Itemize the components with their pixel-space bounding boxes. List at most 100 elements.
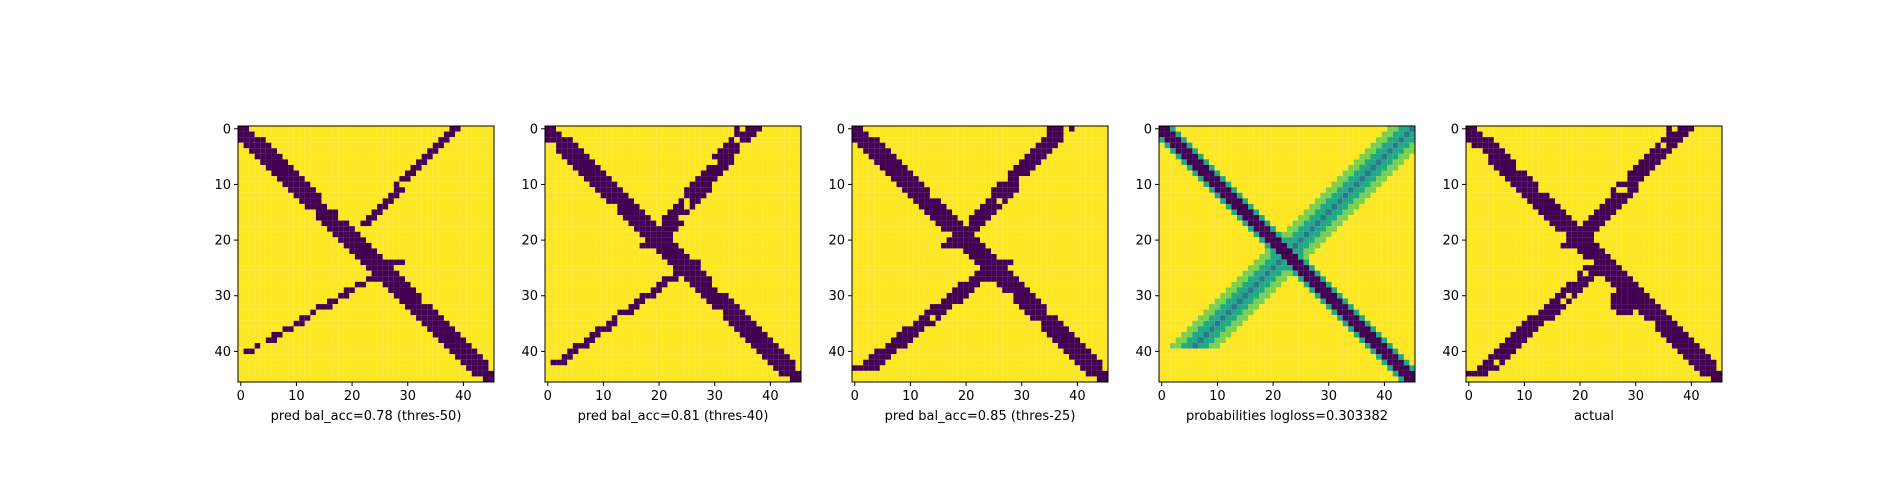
heatmap-cell [640, 215, 646, 221]
heatmap-cell [656, 371, 662, 377]
heatmap-cell [779, 321, 785, 327]
heatmap-cell [617, 287, 623, 293]
heatmap-cell [483, 376, 489, 382]
heatmap-cell [1080, 187, 1086, 193]
heatmap-cell [238, 215, 244, 221]
heatmap-cell [768, 209, 774, 215]
heatmap-cell [394, 315, 400, 321]
heatmap-cell [656, 376, 662, 382]
heatmap-cell [1030, 193, 1036, 199]
heatmap-cell [941, 204, 947, 210]
heatmap-cell [941, 165, 947, 171]
heatmap-cell [327, 282, 333, 288]
heatmap-cell [488, 143, 494, 149]
heatmap-cell [751, 254, 757, 260]
heatmap-cell [751, 349, 757, 355]
heatmap-cell [723, 293, 729, 299]
heatmap-cell [455, 299, 461, 305]
heatmap-cell [427, 349, 433, 355]
heatmap-cell [372, 215, 378, 221]
heatmap-cell [718, 310, 724, 316]
heatmap-cell [416, 154, 422, 160]
heatmap-cell [455, 254, 461, 260]
heatmap-cell [695, 376, 701, 382]
heatmap-cell [305, 126, 311, 132]
heatmap-cell [327, 349, 333, 355]
heatmap-cell [394, 176, 400, 182]
heatmap-cell [305, 137, 311, 143]
heatmap-cell [399, 137, 405, 143]
heatmap-cell [427, 360, 433, 366]
heatmap-cell [383, 349, 389, 355]
heatmap-cell [562, 187, 568, 193]
heatmap-cell [963, 148, 969, 154]
heatmap-cell [595, 165, 601, 171]
heatmap-cell [601, 304, 607, 310]
heatmap-cell [584, 215, 590, 221]
heatmap-cell [1080, 148, 1086, 154]
heatmap-cell [477, 198, 483, 204]
heatmap-cell [573, 237, 579, 243]
heatmap-cell [455, 182, 461, 188]
heatmap-cell [360, 293, 366, 299]
heatmap-cell [885, 204, 891, 210]
heatmap-cell [551, 326, 557, 332]
heatmap-cell [578, 276, 584, 282]
heatmap-cell [249, 182, 255, 188]
heatmap-cell [1069, 187, 1075, 193]
heatmap-cell [718, 315, 724, 321]
heatmap-cell [640, 337, 646, 343]
heatmap-cell [360, 243, 366, 249]
heatmap-cell [567, 371, 573, 377]
heatmap-cell [283, 248, 289, 254]
heatmap-cell [740, 148, 746, 154]
heatmap-cell [260, 315, 266, 321]
heatmap-cell [729, 221, 735, 227]
heatmap-cell [344, 198, 350, 204]
heatmap-cell [349, 176, 355, 182]
heatmap-cell [556, 221, 562, 227]
heatmap-cell [740, 187, 746, 193]
heatmap-cell [980, 193, 986, 199]
heatmap-cell [411, 271, 417, 277]
heatmap-cell [377, 237, 383, 243]
heatmap-cell [684, 221, 690, 227]
heatmap-cell [913, 204, 919, 210]
heatmap-cell [980, 148, 986, 154]
heatmap-cell [628, 254, 634, 260]
heatmap-cell [690, 360, 696, 366]
heatmap-cell [344, 337, 350, 343]
heatmap-cell [701, 260, 707, 266]
heatmap-cell [338, 148, 344, 154]
heatmap-cell [779, 343, 785, 349]
heatmap-cell [729, 243, 735, 249]
heatmap-cell [294, 182, 300, 188]
heatmap-cell [628, 165, 634, 171]
heatmap-cell [595, 209, 601, 215]
heatmap-cell [294, 293, 300, 299]
heatmap-cell [249, 337, 255, 343]
heatmap-cell [388, 187, 394, 193]
heatmap-cell [908, 193, 914, 199]
heatmap-cell [244, 304, 250, 310]
heatmap-cell [590, 354, 596, 360]
heatmap-cell [545, 304, 551, 310]
heatmap-cell [488, 326, 494, 332]
heatmap-cell [333, 310, 339, 316]
heatmap-cell [612, 332, 618, 338]
heatmap-cell [718, 371, 724, 377]
heatmap-cell [483, 243, 489, 249]
heatmap-cell [706, 365, 712, 371]
heatmap-cell [729, 332, 735, 338]
heatmap-cell [238, 176, 244, 182]
heatmap-cell [712, 299, 718, 305]
heatmap-cell [433, 243, 439, 249]
heatmap-cell [349, 248, 355, 254]
heatmap-cell [288, 360, 294, 366]
heatmap-cell [455, 326, 461, 332]
heatmap-cell [444, 293, 450, 299]
heatmap-cell [612, 271, 618, 277]
heatmap-cell [612, 171, 618, 177]
heatmap-cell [684, 299, 690, 305]
heatmap-cell [1030, 165, 1036, 171]
